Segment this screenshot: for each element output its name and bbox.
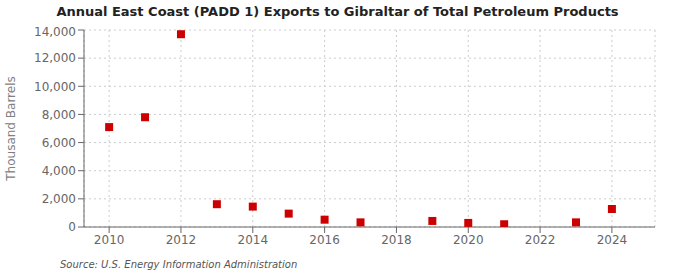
svg-text:2016: 2016: [309, 233, 340, 247]
svg-text:2020: 2020: [453, 233, 484, 247]
svg-text:6,000: 6,000: [42, 136, 76, 150]
svg-text:0: 0: [68, 220, 76, 234]
svg-text:2024: 2024: [597, 233, 628, 247]
svg-text:10,000: 10,000: [34, 80, 76, 94]
svg-text:4,000: 4,000: [42, 164, 76, 178]
svg-text:2022: 2022: [525, 233, 556, 247]
svg-text:2014: 2014: [238, 233, 269, 247]
svg-text:2010: 2010: [94, 233, 125, 247]
html-text:Source: U.S. Energy Informatio: Source: U.S. Energy Information Administ…: [60, 259, 298, 270]
svg-text:2,000: 2,000: [42, 192, 76, 206]
svg-text:2018: 2018: [381, 233, 412, 247]
svg-text:12,000: 12,000: [34, 51, 76, 65]
svg-text:14,000: 14,000: [34, 25, 76, 39]
svg-text:8,000: 8,000: [42, 108, 76, 122]
svg-text:2012: 2012: [166, 233, 197, 247]
html-text:Annual East Coast (PADD 1) Exp: Annual East Coast (PADD 1) Exports to Gi…: [56, 4, 619, 19]
svg-text:Thousand Barrels: Thousand Barrels: [8, 76, 18, 181]
